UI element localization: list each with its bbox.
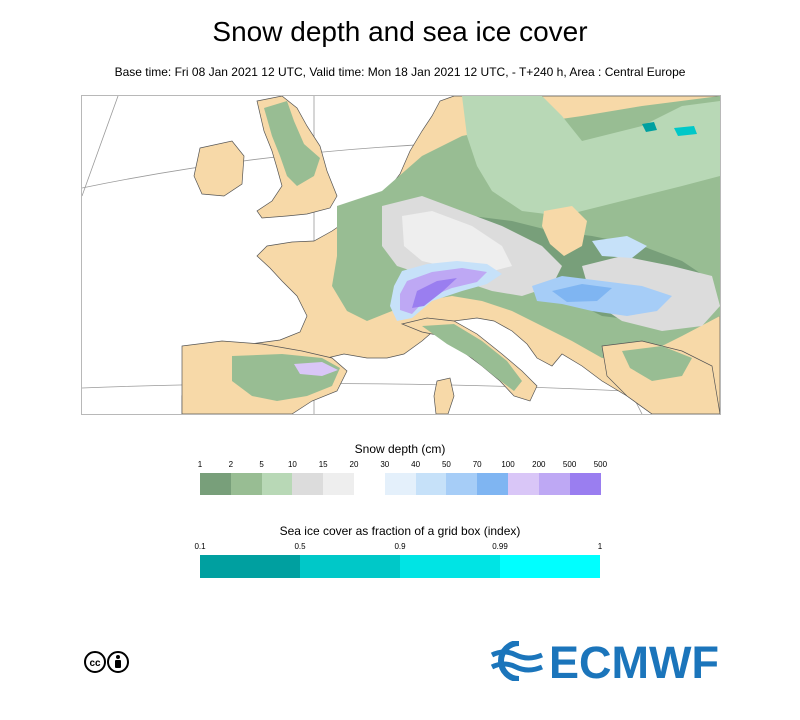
snow-legend-swatch xyxy=(477,473,508,495)
chart-title: Snow depth and sea ice cover xyxy=(0,16,800,48)
snow-legend-swatch xyxy=(323,473,354,495)
snow-legend-swatch xyxy=(231,473,262,495)
svg-text:cc: cc xyxy=(89,658,101,669)
chart-subtitle: Base time: Fri 08 Jan 2021 12 UTC, Valid… xyxy=(0,65,800,79)
snow-legend-tick: 70 xyxy=(473,460,482,469)
snow-legend-tick: 15 xyxy=(319,460,328,469)
ecmwf-logo-text: ECMWF xyxy=(549,637,719,689)
ice-legend-tick: 0.1 xyxy=(194,542,205,551)
snow-legend-tick: 5 xyxy=(259,460,263,469)
snow-legend-tick: 2 xyxy=(229,460,233,469)
snow-legend-swatch xyxy=(262,473,293,495)
snow-legend-tick: 500 xyxy=(563,460,576,469)
snow-legend-swatch xyxy=(508,473,539,495)
snow-legend-tick: 500 xyxy=(594,460,607,469)
snow-legend-tick: 1 xyxy=(198,460,202,469)
snow-legend-tick: 30 xyxy=(380,460,389,469)
ice-legend-swatch xyxy=(400,555,500,578)
ice-legend-tick: 0.99 xyxy=(492,542,508,551)
ice-legend-tick: 1 xyxy=(598,542,602,551)
snow-legend-tick: 200 xyxy=(532,460,545,469)
snow-legend-title: Snow depth (cm) xyxy=(0,442,800,456)
sardinia-land xyxy=(434,378,454,414)
ice-legend-swatch xyxy=(500,555,600,578)
ice-legend-swatch xyxy=(200,555,300,578)
snow-legend-swatch xyxy=(385,473,416,495)
snow-legend-tick: 50 xyxy=(442,460,451,469)
ice-legend-tick: 0.5 xyxy=(294,542,305,551)
ice-legend-tick: 0.9 xyxy=(394,542,405,551)
snow-legend-swatch xyxy=(292,473,323,495)
snow-legend-swatch xyxy=(416,473,447,495)
ice-legend-title: Sea ice cover as fraction of a grid box … xyxy=(0,524,800,538)
ireland-land xyxy=(194,141,244,196)
snow-legend-tick: 20 xyxy=(350,460,359,469)
snow-legend-swatch xyxy=(539,473,570,495)
snow-legend-swatch xyxy=(446,473,477,495)
snow-legend-swatch xyxy=(354,473,385,495)
ecmwf-logo-icon xyxy=(490,641,548,681)
snow-legend-swatch xyxy=(200,473,231,495)
snow-legend-swatch xyxy=(570,473,601,495)
cc-by-icon: cc xyxy=(84,651,130,673)
snow-map xyxy=(82,96,720,414)
map-panel[interactable] xyxy=(81,95,721,415)
snow-legend-tick: 100 xyxy=(501,460,514,469)
longitude-line xyxy=(82,96,118,196)
snow-legend-tick: 10 xyxy=(288,460,297,469)
snow-legend-tick: 40 xyxy=(411,460,420,469)
ice-legend-swatch xyxy=(300,555,400,578)
